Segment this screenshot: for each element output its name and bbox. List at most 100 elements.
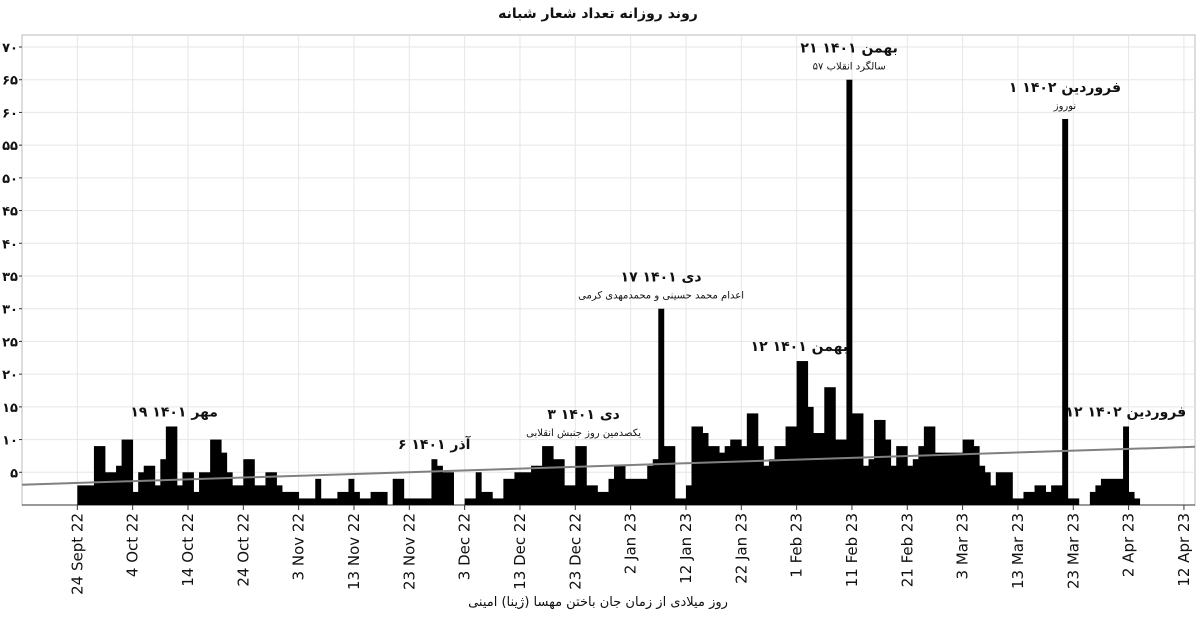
y-tick-label: ۱۰: [2, 434, 18, 449]
bar: [154, 485, 161, 505]
bar: [171, 426, 178, 505]
bar: [907, 465, 914, 505]
annotation-title: ۲۱ بهمن ۱۴۰۱: [800, 41, 898, 57]
annotation-title: ۳ دی ۱۴۰۱: [547, 407, 620, 423]
x-tick-label: 14 Oct 22: [179, 513, 197, 587]
bar: [1029, 491, 1035, 505]
bar: [741, 446, 748, 505]
bar: [348, 478, 355, 505]
bar: [88, 485, 95, 505]
bar: [979, 465, 986, 505]
bar: [951, 452, 958, 505]
bar: [934, 452, 941, 505]
x-tick-label: 3 Dec 22: [456, 513, 474, 580]
bar: [840, 439, 847, 505]
annotation-title: ۱۲ فروردین ۱۴۰۲: [1065, 404, 1186, 420]
bar: [680, 498, 687, 505]
bar: [879, 419, 886, 505]
bar: [829, 387, 836, 505]
bar: [99, 446, 106, 505]
bar: [464, 498, 471, 505]
bar: [619, 465, 626, 505]
y-tick-label: ۲۵: [2, 335, 18, 350]
bar: [957, 452, 964, 505]
bar: [918, 446, 925, 505]
bar: [780, 446, 786, 505]
bar: [553, 459, 560, 505]
bar: [254, 485, 261, 505]
bar: [1100, 478, 1107, 505]
bar: [641, 478, 648, 505]
bar: [353, 491, 360, 505]
annotation-title: ۱۹ مهر ۱۴۰۱: [130, 404, 218, 420]
x-tick-label: 12 Apr 23: [1175, 513, 1193, 587]
overlay: ۱۹ مهر ۱۴۰۱ ۶ آذر ۱۴۰۱ یکصدمین روز جنبش ان…: [21, 41, 1196, 486]
y-tick-label: ۳۵: [2, 270, 18, 285]
bar: [276, 485, 283, 505]
bar: [392, 478, 399, 505]
bar: [1006, 472, 1013, 505]
y-tick-label: ۶۰: [2, 106, 18, 121]
bar: [602, 491, 609, 505]
bar: [1034, 485, 1041, 505]
bar: [1040, 485, 1047, 505]
bar: [962, 439, 969, 505]
bar: [575, 446, 582, 505]
bar: [547, 446, 554, 505]
bar: [1117, 478, 1124, 505]
bar: [597, 491, 604, 505]
bar: [259, 485, 266, 505]
bar: [652, 459, 659, 505]
bar: [265, 472, 272, 505]
bar: [940, 452, 947, 505]
bar: [1134, 498, 1141, 505]
bar: [1062, 118, 1069, 505]
bar: [442, 472, 449, 505]
bar: [210, 439, 217, 505]
bar: [121, 439, 128, 505]
bar: [320, 498, 327, 505]
bar: [525, 472, 532, 505]
bar: [138, 472, 145, 505]
bar: [370, 491, 377, 505]
bar: [248, 459, 255, 505]
annotation-title: ۱ فروردین ۱۴۰۲: [1009, 80, 1121, 96]
x-tick-label: 4 Oct 22: [124, 513, 142, 577]
bar: [923, 426, 930, 505]
bar: [835, 439, 842, 505]
bar: [896, 446, 903, 505]
bar: [93, 446, 100, 505]
x-tick-label: 1 Feb 23: [788, 513, 806, 578]
bar: [486, 491, 493, 505]
bar: [342, 491, 349, 505]
bar: [674, 498, 681, 505]
bar: [143, 465, 150, 505]
bar: [116, 465, 122, 505]
bar: [1023, 491, 1030, 505]
bar: [298, 498, 305, 505]
x-tick-label: 23 Nov 22: [400, 513, 418, 590]
bar: [270, 472, 277, 505]
bar: [519, 472, 526, 505]
bar: [785, 426, 792, 505]
annotation-subtitle: یکصدمین روز جنبش انقلابی: [526, 428, 641, 439]
annotation-title: ۶ آذر ۱۴۰۱: [398, 435, 472, 453]
trend-line: [21, 445, 1196, 486]
bar: [813, 433, 820, 505]
bar: [719, 452, 726, 505]
bar: [818, 433, 825, 505]
bar: [558, 459, 565, 505]
y-tick-label: ۶۵: [2, 74, 18, 89]
bar: [580, 446, 587, 505]
bar: [176, 485, 183, 505]
bar: [890, 465, 897, 505]
bar: [1017, 498, 1024, 505]
bar: [768, 459, 775, 505]
grid: ۵ ۱۰ ۱۵ ۲۰ ۲۵ ۳۰ ۳۵ ۴۰ ۴۵ ۵۰ ۵۵ ۶۰ ۶۵ ۷۰ 24 Sept 22 4 O…: [2, 34, 1196, 595]
bar: [187, 472, 194, 505]
bar: [193, 491, 200, 505]
bar: [282, 491, 288, 505]
bar: [995, 472, 1002, 505]
bar: [331, 498, 338, 505]
bar: [232, 485, 239, 505]
